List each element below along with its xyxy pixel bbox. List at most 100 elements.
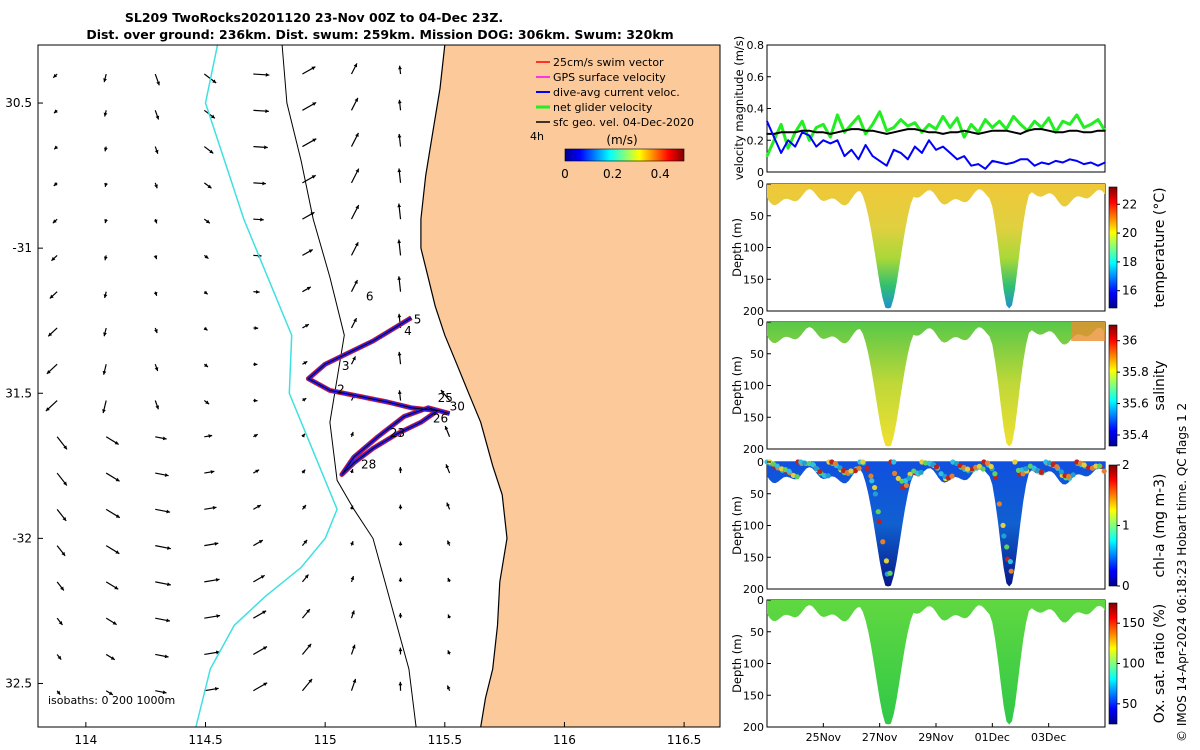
salinity-y-tick-label: 150 bbox=[743, 411, 764, 424]
vector-arrowhead bbox=[103, 112, 108, 117]
chl-sample-dot bbox=[902, 478, 909, 484]
velocity-point bbox=[857, 158, 860, 161]
map-y-tick-label: 32.5 bbox=[5, 676, 32, 690]
vector-arrowhead bbox=[215, 578, 220, 582]
velocity-point bbox=[984, 118, 987, 121]
velocity-point bbox=[1068, 129, 1071, 132]
chl-sample-dot bbox=[996, 501, 1002, 507]
velocity-point bbox=[1026, 158, 1029, 161]
vector-arrowhead bbox=[308, 249, 313, 253]
velocity-point bbox=[914, 145, 916, 148]
velocity-point bbox=[1090, 123, 1092, 126]
legend-geo: sfc geo. vel. 04-Dec-2020 bbox=[553, 116, 694, 129]
temperature-field bbox=[767, 184, 1105, 309]
chlorophyll-y-tick-label: 100 bbox=[743, 520, 764, 533]
day-label: 23 bbox=[390, 426, 405, 440]
velocity-point bbox=[829, 142, 832, 145]
salinity-colorbar-tick-label: 35.8 bbox=[1122, 365, 1149, 379]
chl-sample-dot bbox=[1023, 466, 1029, 472]
chl-sample-dot bbox=[872, 491, 879, 497]
oxygen-y-tick-label: 150 bbox=[743, 689, 764, 702]
velocity-point bbox=[963, 136, 965, 138]
vector-arrowhead bbox=[398, 541, 403, 546]
vector-arrowhead bbox=[353, 63, 358, 68]
vector-arrowhead bbox=[203, 290, 208, 295]
temperature-colorbar bbox=[1108, 186, 1118, 309]
velocity-point bbox=[956, 158, 958, 161]
vector-arrowhead bbox=[447, 614, 452, 619]
temperature-colorbar-tick-label: 18 bbox=[1122, 255, 1137, 269]
oxygen-colorbar-tick-label: 50 bbox=[1122, 697, 1137, 711]
chl-sample-dot bbox=[848, 468, 854, 474]
velocity-point bbox=[942, 115, 944, 118]
velocity-point bbox=[871, 123, 874, 126]
velocity-point bbox=[864, 144, 867, 146]
vector-arrowhead bbox=[167, 582, 171, 587]
chl-sample-dot bbox=[801, 460, 808, 466]
map-y-tick-label: 31.5 bbox=[5, 386, 32, 400]
velocity-point bbox=[1019, 123, 1022, 126]
vector-arrowhead bbox=[153, 219, 158, 224]
velocity-point bbox=[871, 129, 874, 132]
map-colorbar-label: (m/s) bbox=[606, 133, 637, 147]
vector-arrowhead bbox=[355, 168, 359, 173]
chl-sample-dot bbox=[1001, 533, 1007, 539]
velocity-point bbox=[822, 139, 825, 142]
vector-arrowhead bbox=[208, 434, 213, 438]
chl-sample-dot bbox=[813, 465, 819, 471]
velocity-y-tick-label: 0.2 bbox=[747, 134, 765, 147]
velocity-point bbox=[921, 131, 923, 134]
chl-sample-dot bbox=[1004, 544, 1010, 550]
map-frame bbox=[37, 44, 721, 728]
vector-arrowhead bbox=[445, 464, 450, 469]
velocity-point bbox=[1097, 118, 1099, 121]
map-y-tick-label: -32 bbox=[12, 531, 32, 545]
legend-swim: 25cm/s swim vector bbox=[553, 56, 664, 69]
velocity-point bbox=[949, 126, 951, 129]
velocity-point bbox=[864, 133, 867, 135]
vector-arrowhead bbox=[397, 351, 402, 356]
time-tick-label: 25Nov bbox=[806, 731, 842, 744]
velocity-point bbox=[970, 131, 973, 134]
velocity-point bbox=[815, 145, 818, 148]
velocity-point bbox=[829, 133, 832, 135]
salinity-y-tick-label: 100 bbox=[743, 380, 764, 393]
velocity-point bbox=[815, 126, 818, 129]
oxygen-y-tick-label: 0 bbox=[757, 594, 764, 607]
velocity-point bbox=[1047, 129, 1050, 132]
vector-arrowhead bbox=[54, 109, 58, 114]
velocity-point bbox=[822, 131, 825, 134]
velocity-point bbox=[843, 131, 846, 134]
chl-sample-dot bbox=[880, 539, 886, 545]
day-label: 5 bbox=[414, 313, 422, 327]
day-label: 4 bbox=[404, 324, 412, 338]
vector-arrowhead bbox=[162, 436, 167, 441]
chl-sample-dot bbox=[1097, 463, 1103, 469]
temperature-y-tick-label: 0 bbox=[757, 178, 764, 191]
map-y-ticks: 30.5 -31 31.5 -32 32.5 bbox=[5, 96, 43, 690]
chl-sample-dot bbox=[993, 475, 999, 481]
velocity-point bbox=[956, 117, 958, 119]
velocity-point bbox=[935, 128, 937, 130]
salinity-colorbar-label: salinity bbox=[1152, 360, 1168, 410]
vector-arrowhead bbox=[164, 654, 169, 659]
chl-sample-dot bbox=[988, 463, 994, 470]
velocity-y-tick-label: 0.8 bbox=[747, 39, 765, 52]
chl-sample-dot bbox=[821, 472, 828, 479]
chl-sample-dot bbox=[871, 484, 878, 491]
chl-sample-dot bbox=[1012, 459, 1018, 465]
velocity-point bbox=[850, 128, 853, 130]
velocity-point bbox=[899, 118, 902, 121]
salinity-y-tick-label: 200 bbox=[743, 443, 764, 456]
velocity-point bbox=[1097, 129, 1099, 132]
temperature-colorbar-tick-label: 22 bbox=[1122, 197, 1137, 211]
velocity-point bbox=[766, 155, 768, 157]
vector-arrowhead bbox=[254, 326, 259, 330]
chl-sample-dot bbox=[1070, 472, 1076, 478]
time-tick-label: 01Dec bbox=[975, 731, 1010, 744]
velocity-point bbox=[822, 123, 825, 126]
vector-arrowhead bbox=[262, 610, 267, 615]
velocity-point bbox=[1090, 131, 1092, 134]
oxygen-y-tick-label: 100 bbox=[743, 658, 764, 671]
vector-arrowhead bbox=[301, 469, 306, 474]
